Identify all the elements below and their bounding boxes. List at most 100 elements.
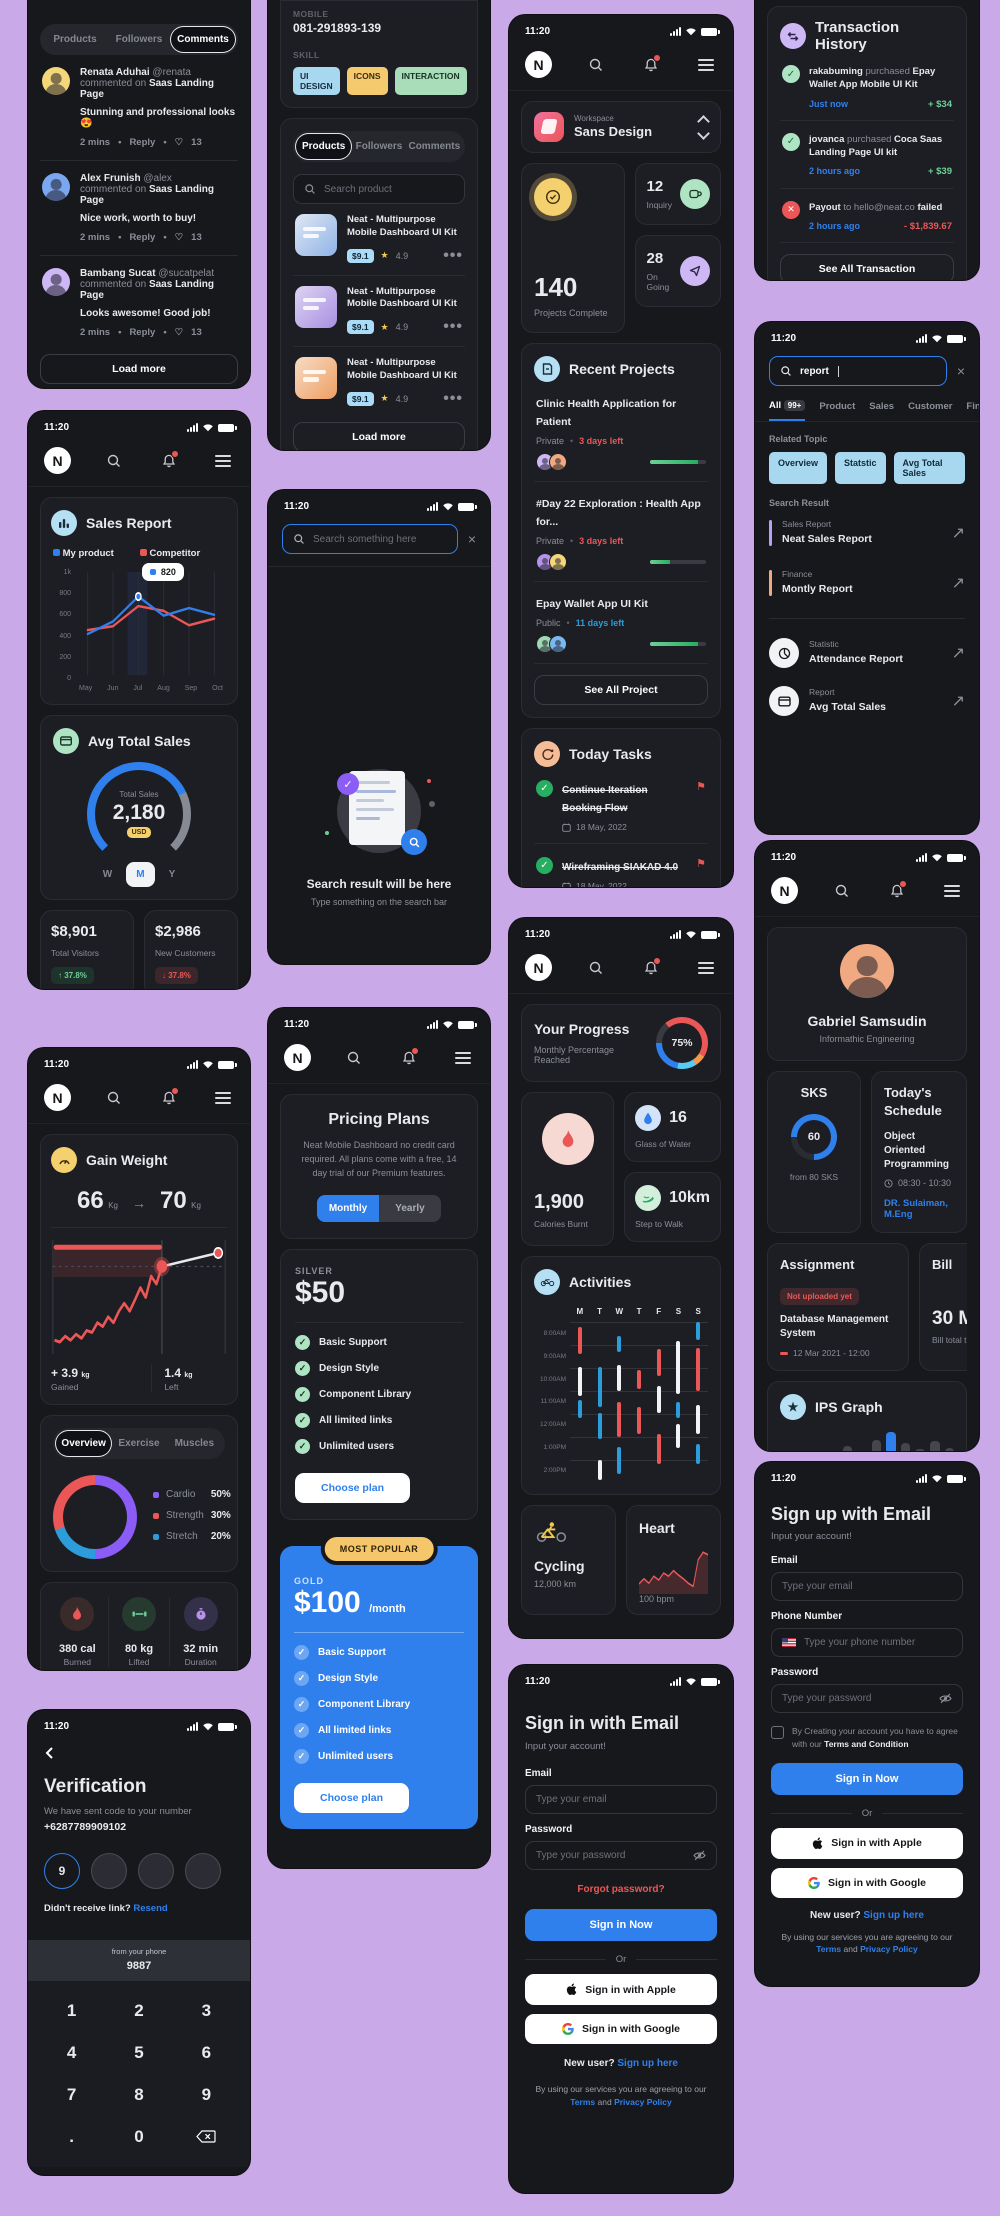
- menu-icon[interactable]: [695, 54, 717, 76]
- tab-finance[interactable]: Finance: [966, 401, 979, 412]
- search-input[interactable]: report: [769, 356, 947, 386]
- email-input[interactable]: Type your email: [771, 1572, 963, 1601]
- result-row[interactable]: Sales Report Neat Sales Report ↗: [769, 508, 965, 558]
- load-more-button[interactable]: Load more: [293, 421, 465, 450]
- bell-icon[interactable]: [640, 53, 662, 76]
- skill-chip[interactable]: INTERACTION: [394, 67, 467, 95]
- task-row[interactable]: ✓ Continue Iteration Booking Flow 18 May…: [534, 767, 708, 844]
- code-digit-input[interactable]: [138, 1853, 174, 1889]
- back-button[interactable]: [44, 1746, 234, 1760]
- transaction-row[interactable]: ✕ Payout to hello@neat.co failed 2 hours…: [780, 189, 954, 244]
- terms-condition-link[interactable]: Terms and Condition: [824, 1738, 909, 1749]
- code-digit-input[interactable]: [185, 1853, 221, 1889]
- phone-input[interactable]: Type your phone number: [771, 1628, 963, 1657]
- keyboard-suggestion[interactable]: from your phone 9887: [28, 1940, 250, 1981]
- email-input[interactable]: Type your email: [525, 1785, 717, 1814]
- key-5[interactable]: 5: [134, 2043, 144, 2062]
- backspace-key[interactable]: [173, 2127, 240, 2147]
- search-icon[interactable]: [103, 450, 125, 472]
- open-arrow-icon[interactable]: ↗: [951, 645, 965, 662]
- comment-target[interactable]: Saas Landing Page: [80, 78, 214, 100]
- key-9[interactable]: 9: [201, 2085, 212, 2104]
- comment-target[interactable]: Saas Landing Page: [80, 279, 214, 301]
- tab-overview[interactable]: Overview: [56, 1431, 112, 1456]
- lecturer-name[interactable]: DR. Sulaiman, M.Eng: [884, 1198, 948, 1220]
- product-row[interactable]: Neat - Multipurpose Mobile Dashboard UI …: [293, 276, 465, 348]
- search-icon[interactable]: [585, 54, 607, 76]
- search-icon[interactable]: [585, 957, 607, 979]
- tab-products[interactable]: Products: [296, 134, 352, 159]
- bell-icon[interactable]: [640, 956, 662, 979]
- heart-icon[interactable]: ♡: [174, 232, 184, 243]
- app-logo[interactable]: N: [44, 1084, 71, 1111]
- code-digit-input[interactable]: 9: [44, 1853, 80, 1889]
- period-month[interactable]: M: [126, 862, 155, 887]
- agree-checkbox[interactable]: [771, 1726, 784, 1739]
- search-input[interactable]: Search something here: [282, 524, 458, 554]
- reply-button[interactable]: Reply: [129, 232, 156, 243]
- project-row[interactable]: Clinic Health Application for Patient Pr…: [534, 382, 708, 482]
- chevron-updown-icon[interactable]: [697, 114, 710, 140]
- menu-icon[interactable]: [941, 880, 963, 902]
- open-arrow-icon[interactable]: ↗: [951, 525, 965, 542]
- project-row[interactable]: Epay Wallet App UI Kit Public • 11 days le…: [534, 582, 708, 664]
- result-row[interactable]: Statistic Attendance Report ↗: [769, 629, 965, 677]
- period-week[interactable]: W: [102, 869, 113, 880]
- bell-icon[interactable]: [398, 1046, 420, 1069]
- app-logo[interactable]: N: [284, 1044, 311, 1071]
- related-chip[interactable]: Statstic: [835, 452, 886, 484]
- search-icon[interactable]: [831, 880, 853, 902]
- key-3[interactable]: 3: [201, 2001, 212, 2020]
- password-input[interactable]: Type your password: [771, 1684, 963, 1713]
- bell-icon[interactable]: [886, 879, 908, 902]
- key-2[interactable]: 2: [134, 2001, 144, 2020]
- menu-icon[interactable]: [212, 1087, 234, 1109]
- app-logo[interactable]: N: [525, 954, 552, 981]
- result-row[interactable]: Report Avg Total Sales ↗: [769, 677, 965, 725]
- tab-customer[interactable]: Customer: [908, 401, 953, 412]
- toggle-monthly[interactable]: Monthly: [317, 1194, 379, 1222]
- load-more-button[interactable]: Load more: [40, 354, 238, 384]
- choose-plan-button[interactable]: Choose plan: [294, 1782, 410, 1813]
- signin-button[interactable]: Sign in Now: [525, 1909, 717, 1941]
- task-row[interactable]: ✓ Wireframing SIAKAD 4.0 18 May, 2022 ⚑: [534, 844, 708, 887]
- menu-icon[interactable]: [212, 450, 234, 472]
- eye-off-icon[interactable]: [939, 1693, 952, 1704]
- tab-sales[interactable]: Sales: [869, 401, 895, 412]
- privacy-link[interactable]: Privacy Policy: [614, 2096, 672, 2107]
- google-signin-button[interactable]: Sign in with Google: [771, 1867, 963, 1898]
- apple-signin-button[interactable]: Sign in with Apple: [771, 1827, 963, 1859]
- more-options-button[interactable]: •••: [443, 246, 463, 264]
- key-0[interactable]: 0: [134, 2127, 144, 2146]
- tab-product[interactable]: Product: [819, 401, 856, 412]
- task-done-icon[interactable]: ✓: [536, 780, 553, 797]
- see-all-projects-button[interactable]: See All Project: [534, 675, 708, 705]
- google-signin-button[interactable]: Sign in with Google: [525, 2014, 717, 2044]
- bell-icon[interactable]: [158, 1086, 180, 1109]
- tab-followers[interactable]: Followers: [355, 141, 403, 152]
- search-product-input[interactable]: Search product: [293, 174, 465, 204]
- key-6[interactable]: 6: [201, 2043, 212, 2062]
- skill-chip[interactable]: ICONS: [346, 67, 388, 95]
- period-year[interactable]: Y: [168, 869, 176, 880]
- signup-button[interactable]: Sign in Now: [771, 1762, 963, 1795]
- product-row[interactable]: Neat - Multipurpose Mobile Dashboard UI …: [293, 347, 465, 418]
- choose-plan-button[interactable]: Choose plan: [295, 1472, 411, 1503]
- tab-products[interactable]: Products: [53, 34, 97, 45]
- signup-link[interactable]: Sign up here: [617, 2058, 678, 2069]
- close-icon[interactable]: ×: [956, 363, 965, 379]
- more-options-button[interactable]: •••: [443, 318, 463, 336]
- password-input[interactable]: Type your password: [525, 1841, 717, 1870]
- forgot-password-link[interactable]: Forgot password?: [577, 1884, 665, 1895]
- see-all-transactions-button[interactable]: See All Transaction: [780, 254, 954, 280]
- tab-muscles[interactable]: Muscles: [174, 1438, 215, 1449]
- open-arrow-icon[interactable]: ↗: [951, 575, 965, 592]
- close-icon[interactable]: ×: [467, 531, 476, 547]
- key-7[interactable]: 7: [66, 2085, 77, 2104]
- transaction-row[interactable]: ✓ jovanca purchased Coca Saas Landing Pa…: [780, 121, 954, 189]
- more-options-button[interactable]: •••: [443, 389, 463, 407]
- project-row[interactable]: #Day 22 Exploration : Health App for... …: [534, 482, 708, 582]
- transaction-row[interactable]: ✓ rakabuming purchased Epay Wallet App M…: [780, 53, 954, 121]
- heart-icon[interactable]: ♡: [174, 137, 184, 148]
- key-dot[interactable]: .: [69, 2127, 75, 2146]
